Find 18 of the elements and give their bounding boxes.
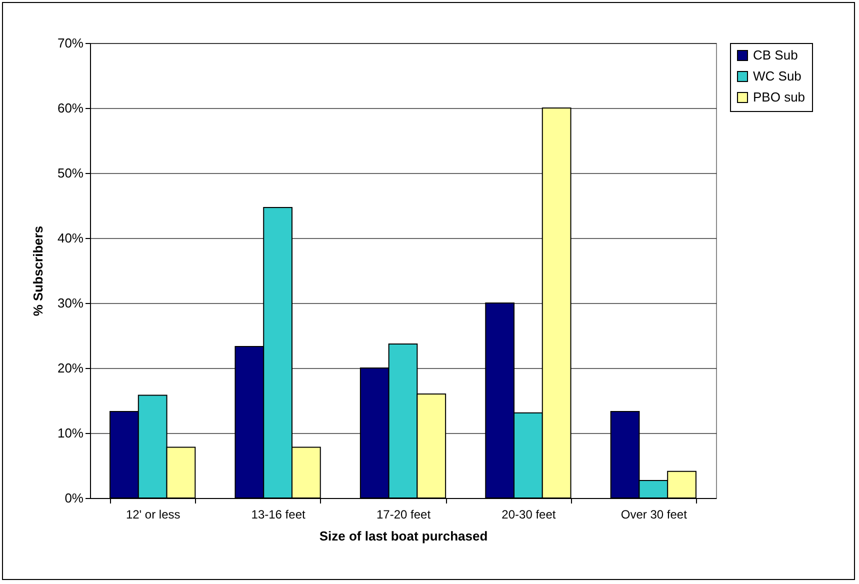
x-tick-label: 13-16 feet bbox=[251, 508, 306, 522]
x-tick-label: 12' or less bbox=[126, 508, 180, 522]
y-tick-label: 30% bbox=[57, 296, 84, 310]
x-tick-label: Over 30 feet bbox=[620, 508, 688, 522]
legend-label: CB Sub bbox=[753, 48, 798, 62]
legend-label: WC Sub bbox=[753, 68, 802, 84]
y-tick-label: 70% bbox=[57, 36, 84, 50]
y-tick-label: 50% bbox=[57, 166, 84, 180]
y-axis-title: % Subscribers bbox=[30, 226, 46, 316]
x-tick-label: 17-20 feet bbox=[376, 508, 432, 522]
y-tick-label: 10% bbox=[57, 426, 84, 440]
x-tick-label: 20-30 feet bbox=[502, 508, 556, 522]
x-axis-title: Size of last boat purchased bbox=[319, 528, 488, 544]
y-tick-label: 20% bbox=[57, 360, 84, 376]
y-tick-label: 0% bbox=[64, 490, 84, 506]
legend-label: PBO sub bbox=[753, 90, 806, 104]
y-tick-label: 40% bbox=[57, 230, 84, 246]
y-tick-label: 60% bbox=[57, 100, 84, 116]
